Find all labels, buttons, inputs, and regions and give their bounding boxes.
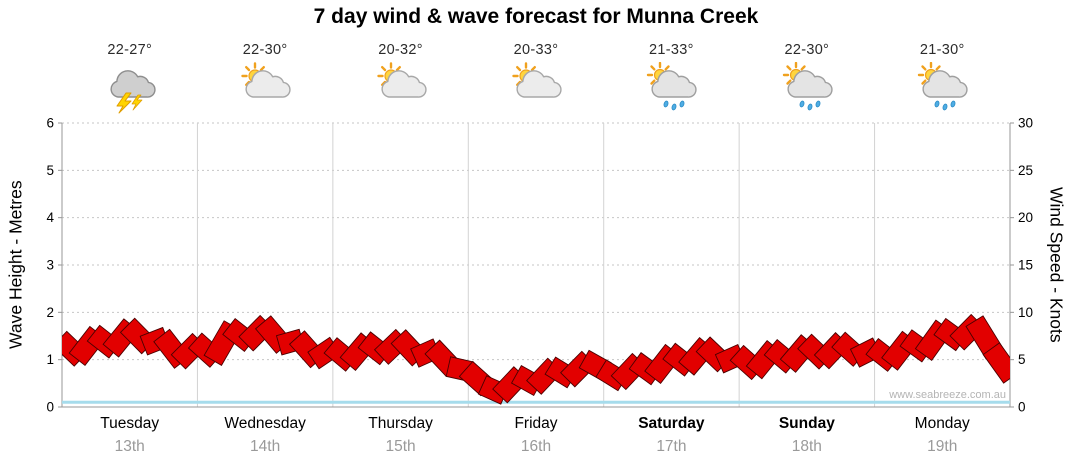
day-name: Sunday	[778, 415, 835, 432]
svg-text:10: 10	[1018, 305, 1033, 320]
day-name: Saturday	[638, 415, 705, 432]
weather-icon-sun-cloud-rain	[875, 60, 1010, 118]
svg-text:5: 5	[1018, 352, 1026, 367]
day-date: 16th	[520, 438, 552, 455]
temperature-row: 22-27° 22-30° 20-32° 20-33° 21-33° 22-30…	[62, 42, 1010, 58]
svg-text:30: 30	[1018, 116, 1033, 131]
day-date: 19th	[927, 438, 958, 455]
day-temperature: 22-30°	[242, 42, 288, 58]
svg-text:4: 4	[46, 210, 54, 225]
day-column: Saturday 17th	[604, 415, 739, 456]
day-temperature: 21-30°	[919, 42, 965, 58]
weather-icon-sun-cloud-rain	[739, 60, 874, 118]
day-column: Friday 16th	[468, 415, 603, 456]
day-date: 14th	[250, 438, 281, 455]
day-label-row: Tuesday 13th Wednesday 14th Thursday 15t…	[62, 415, 1010, 456]
weather-icons-row	[62, 60, 1010, 118]
svg-text:0: 0	[1018, 400, 1026, 415]
day-temperature: 20-33°	[513, 42, 559, 58]
day-name: Monday	[914, 415, 970, 432]
right-axis-label: Wind Speed - Knots	[1046, 187, 1067, 343]
weather-icon-sun-cloud	[468, 60, 603, 118]
svg-text:6: 6	[46, 116, 54, 131]
day-temperature: 21-33°	[649, 42, 694, 58]
weather-icon-thunderstorm	[62, 60, 197, 118]
axis-ticks: 0 1 2 3 4 5 6 0 5 10 15 20 25 30	[46, 116, 1033, 415]
day-date: 15th	[385, 438, 416, 455]
day-column: Wednesday 14th	[197, 415, 332, 456]
weather-icon-sun-cloud	[333, 60, 468, 118]
weather-icon-sun-cloud	[197, 60, 332, 118]
weather-icon-sun-cloud-rain	[604, 60, 739, 118]
wind-speed-band	[62, 313, 1010, 405]
day-column: Tuesday 13th	[62, 415, 197, 456]
day-name: Tuesday	[100, 415, 160, 432]
gridlines	[61, 122, 1011, 408]
day-name: Thursday	[368, 415, 433, 432]
day-date: 13th	[114, 438, 145, 455]
day-date: 18th	[791, 438, 822, 455]
chart-title: 7 day wind & wave forecast for Munna Cre…	[313, 5, 759, 28]
svg-text:1: 1	[46, 352, 54, 367]
svg-text:15: 15	[1018, 258, 1033, 273]
day-temperature: 22-30°	[784, 42, 830, 58]
watermark: www.seabreeze.com.au	[889, 389, 1006, 401]
day-column: Sunday 18th	[739, 415, 874, 456]
day-temperature: 20-32°	[378, 42, 423, 58]
svg-text:2: 2	[46, 305, 54, 320]
svg-text:25: 25	[1018, 163, 1033, 178]
day-column: Thursday 15th	[333, 415, 468, 456]
svg-text:3: 3	[46, 258, 54, 273]
day-temperature: 22-27°	[107, 42, 153, 58]
svg-text:5: 5	[46, 163, 54, 178]
svg-text:20: 20	[1018, 210, 1033, 225]
day-date: 17th	[656, 438, 687, 455]
day-column: Monday 19th	[875, 415, 1010, 456]
day-name: Friday	[514, 415, 558, 432]
svg-text:0: 0	[46, 400, 54, 415]
day-name: Wednesday	[224, 415, 306, 432]
